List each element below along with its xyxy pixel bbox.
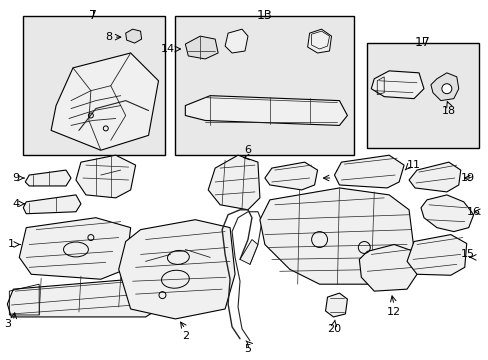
Text: 1: 1	[8, 239, 15, 249]
Polygon shape	[119, 220, 235, 319]
Polygon shape	[420, 195, 473, 231]
Polygon shape	[359, 244, 416, 291]
Polygon shape	[208, 155, 260, 210]
Polygon shape	[185, 96, 346, 125]
Text: 8: 8	[105, 32, 113, 42]
Text: 19: 19	[460, 173, 474, 183]
Text: 15: 15	[460, 249, 474, 260]
Text: 12: 12	[386, 307, 400, 317]
Text: 11: 11	[406, 160, 420, 170]
Text: 20: 20	[327, 324, 341, 334]
Polygon shape	[25, 170, 71, 186]
Polygon shape	[224, 29, 247, 53]
Polygon shape	[370, 71, 423, 99]
Text: 6: 6	[244, 145, 251, 155]
Polygon shape	[264, 162, 317, 190]
Text: 5: 5	[244, 344, 251, 354]
Polygon shape	[334, 155, 403, 188]
Text: 17: 17	[414, 36, 430, 49]
Polygon shape	[408, 162, 460, 192]
Polygon shape	[19, 218, 130, 279]
Polygon shape	[7, 277, 165, 317]
Text: 4: 4	[12, 199, 19, 209]
Polygon shape	[240, 239, 257, 264]
Polygon shape	[51, 53, 158, 150]
Text: 13: 13	[257, 9, 272, 22]
Polygon shape	[260, 188, 413, 284]
Text: 3: 3	[4, 319, 11, 329]
Polygon shape	[185, 36, 218, 59]
Polygon shape	[23, 195, 81, 214]
Polygon shape	[76, 155, 135, 198]
Bar	[175, 16, 354, 155]
Text: 9: 9	[12, 173, 19, 183]
Bar	[366, 43, 478, 148]
Polygon shape	[307, 29, 331, 53]
Text: 2: 2	[182, 331, 188, 341]
Text: 16: 16	[466, 207, 480, 217]
Bar	[23, 16, 165, 155]
Polygon shape	[325, 293, 346, 317]
Circle shape	[441, 84, 451, 94]
Polygon shape	[125, 29, 142, 43]
Text: 18: 18	[441, 105, 455, 116]
Polygon shape	[406, 235, 466, 275]
Text: 10: 10	[334, 170, 348, 180]
Text: 7: 7	[89, 9, 97, 22]
Polygon shape	[430, 73, 458, 100]
Text: 14: 14	[161, 44, 175, 54]
